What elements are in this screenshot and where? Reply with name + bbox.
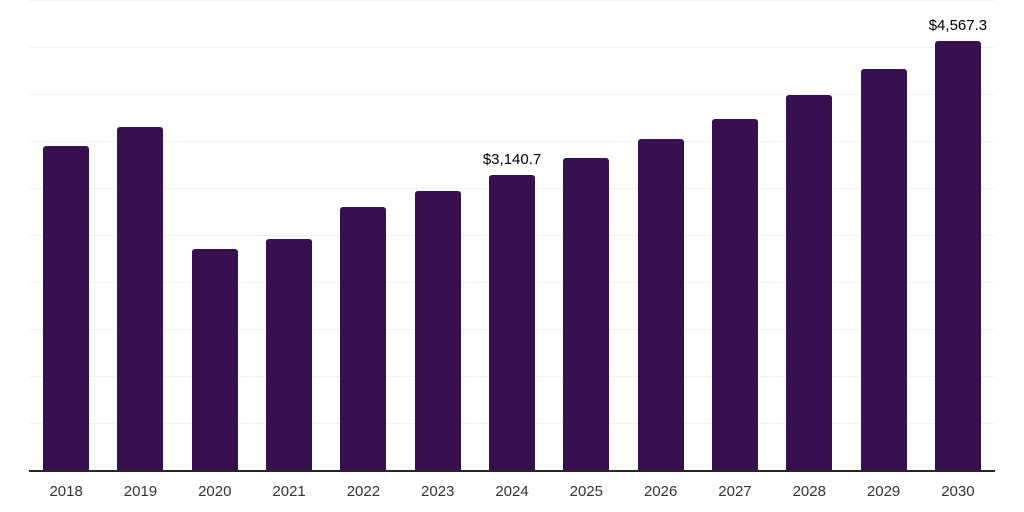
bar-2028 [786, 95, 833, 470]
bar-cell-2020 [178, 0, 252, 470]
plot-area: $3,140.7 $4,567.3 [29, 0, 995, 472]
bar-value-label-2024: $3,140.7 [482, 150, 542, 168]
x-tick-label-2029: 2029 [866, 483, 901, 500]
bar-cell-2021 [252, 0, 326, 470]
x-tick-label-2024: 2024 [495, 483, 529, 500]
bar-cell-2022 [326, 0, 400, 470]
bar-cell-2018 [29, 0, 103, 470]
x-tick-label-2019: 2019 [123, 483, 158, 500]
bar-cell-2025 [549, 0, 623, 470]
bar-2022 [340, 206, 387, 470]
bar-cell-2019 [103, 0, 177, 470]
gridline [29, 141, 995, 142]
bar-cell-2027 [698, 0, 772, 470]
x-tick-label-2020: 2020 [198, 483, 232, 500]
bar-cell-2029 [846, 0, 920, 470]
bar-2025 [563, 158, 610, 470]
bar-2026 [637, 139, 684, 470]
bar-2023 [414, 191, 461, 470]
bar-2027 [711, 118, 758, 470]
bar-2024 [489, 174, 536, 470]
gridline [29, 94, 995, 95]
x-tick-label-2026: 2026 [643, 483, 678, 500]
x-axis-labels: 2018 2019 2020 2021 2022 2023 2024 2025 2026 2027… [29, 482, 995, 502]
x-tick-label-2025: 2025 [569, 483, 604, 500]
bar-cell-2026 [624, 0, 698, 470]
x-tick-label-2028: 2028 [792, 483, 826, 500]
bar-2021 [266, 239, 313, 470]
x-tick-label-2027: 2027 [718, 483, 752, 500]
bar-cell-2030: $4,567.3 [921, 0, 995, 470]
gridline [29, 0, 995, 1]
x-tick-label-2030: 2030 [941, 483, 975, 500]
bar-2020 [191, 249, 238, 470]
bar-cell-2024: $3,140.7 [475, 0, 549, 470]
gridline [29, 47, 995, 48]
x-tick-label-2018: 2018 [49, 483, 83, 500]
bar-value-label-2030: $4,567.3 [928, 16, 988, 34]
x-tick-label-2021: 2021 [272, 483, 306, 500]
x-tick-label-2023: 2023 [421, 483, 455, 500]
bar-2029 [860, 69, 907, 470]
bar-cell-2023 [401, 0, 475, 470]
x-tick-label-2022: 2022 [346, 483, 381, 500]
bars-layer: $3,140.7 $4,567.3 [29, 0, 995, 470]
bar-2018 [43, 145, 90, 470]
bar-2019 [117, 127, 164, 470]
bar-2030 [934, 40, 981, 470]
bar-cell-2028 [772, 0, 846, 470]
